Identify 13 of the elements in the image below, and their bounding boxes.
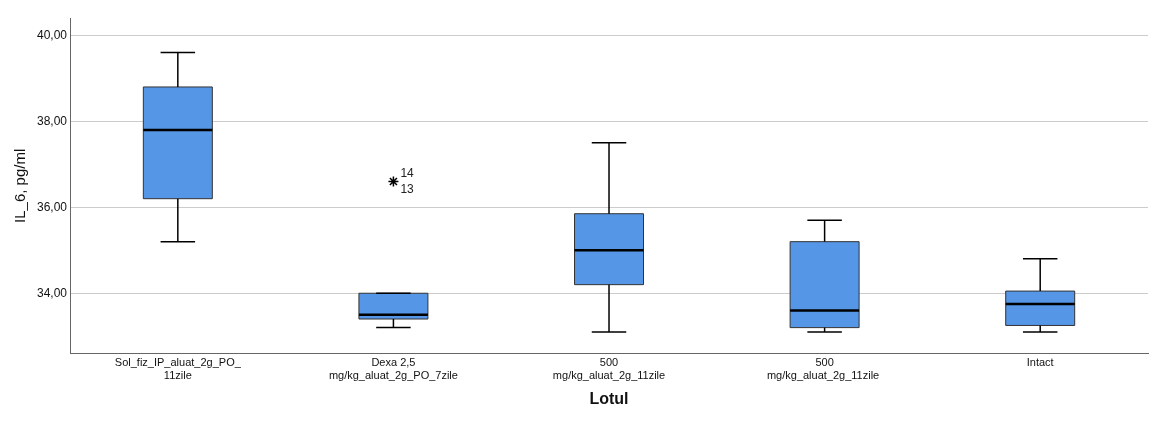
x-tick-label: Sol_fiz_IP_aluat_2g_PO_ 11zile xyxy=(114,356,242,382)
x-tick-label: 500 mg/kg_aluat_2g_11zile xyxy=(766,356,883,382)
annotation: 14 xyxy=(400,165,415,180)
x-axis-title: Lotul xyxy=(589,389,629,407)
y-tick-label: 34,00 xyxy=(37,285,68,300)
y-tick-label: 36,00 xyxy=(37,199,68,214)
x-tick-label: Dexa 2,5 mg/kg_aluat_2g_PO_7zile xyxy=(328,356,458,382)
y-tick-label: 38,00 xyxy=(37,113,68,128)
y-tick-label: 40,00 xyxy=(37,27,68,42)
annotation: 13 xyxy=(400,181,415,196)
x-tick-label: Intact xyxy=(1026,356,1054,369)
x-tick-label: 500 mg/kg_aluat_2g_11zile xyxy=(552,356,666,382)
y-axis-title: IL_6, pg/ml xyxy=(11,148,29,223)
